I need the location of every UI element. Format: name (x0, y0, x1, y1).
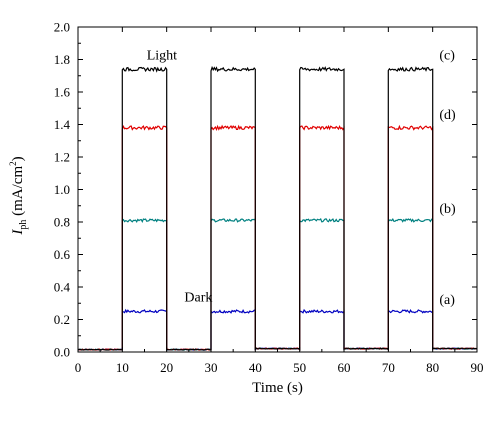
x-axis-title: Time (s) (252, 380, 303, 396)
series-label: (a) (439, 293, 455, 308)
x-tick-label: 60 (338, 360, 351, 375)
plot-frame (77, 26, 478, 353)
x-tick-label: 80 (426, 360, 439, 375)
y-axis-subscript: ph (18, 220, 29, 230)
ticks-layer: 0 10 20 30 40 50 60 70 80 90 0.0 0.2 0.4 0.6 0.8 1.0 1.2… (54, 20, 484, 376)
series-line (77, 217, 478, 351)
y-axis-title: Iph (mA/cm2) (8, 156, 29, 235)
series-label: (d) (439, 108, 456, 123)
x-tick-label: 30 (205, 360, 218, 375)
y-tick-label: 0.2 (54, 312, 70, 327)
y-axis-unit: (mA/cm (10, 166, 26, 220)
x-tick-label: 20 (160, 360, 173, 375)
chart-annotation: Light (147, 49, 177, 64)
y-axis-unit-close: ) (10, 156, 26, 161)
y-axis-symbol: I (10, 229, 26, 236)
series-layer (77, 65, 478, 352)
y-axis-unit-superscript: 2 (8, 161, 18, 166)
chart-annotation: Dark (184, 291, 212, 306)
x-tick-label: 10 (116, 360, 129, 375)
y-tick-label: 1.2 (54, 150, 70, 165)
series-label: (b) (439, 202, 456, 217)
y-tick-label: 0.8 (54, 215, 70, 230)
x-tick-label: 40 (249, 360, 262, 375)
series-line (77, 124, 478, 351)
x-tick-label: 90 (471, 360, 484, 375)
x-tick-label: 0 (75, 360, 82, 375)
series-line (77, 65, 478, 352)
y-tick-label: 0.4 (54, 280, 71, 295)
series-line (77, 308, 478, 351)
y-tick-label: 1.6 (54, 85, 71, 100)
series-label: (c) (439, 49, 455, 64)
labels-layer: (c) (d) (b) (a) Light Dark (147, 49, 456, 309)
x-tick-label: 70 (382, 360, 395, 375)
y-tick-label: 0.0 (54, 345, 70, 360)
x-tick-label: 50 (293, 360, 306, 375)
y-tick-label: 1.8 (54, 52, 70, 67)
y-tick-label: 0.6 (54, 247, 71, 262)
y-tick-label: 1.0 (54, 182, 70, 197)
y-tick-label: 2.0 (54, 20, 70, 35)
y-tick-label: 1.4 (54, 117, 71, 132)
